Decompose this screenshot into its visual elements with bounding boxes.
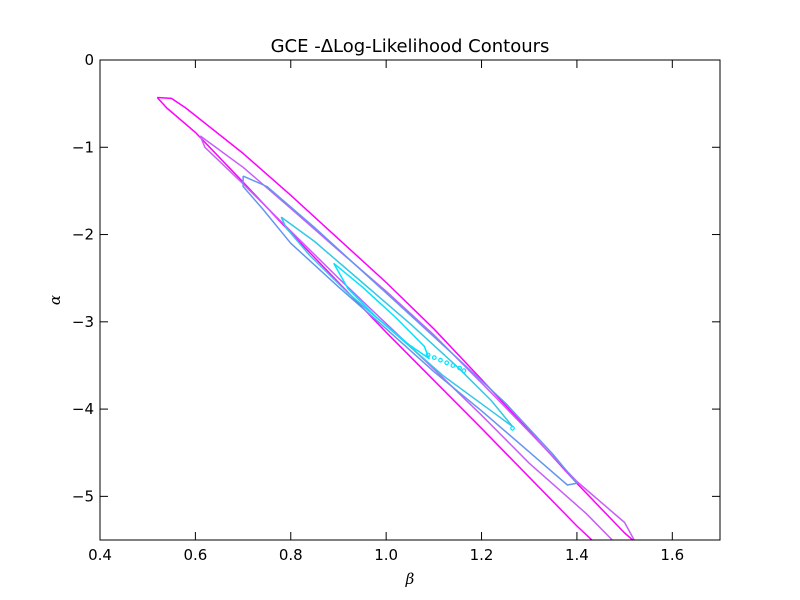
y-tick-label: −1 bbox=[72, 138, 94, 156]
x-tick-label: 0.4 bbox=[88, 546, 112, 564]
contour-island-3 bbox=[438, 357, 443, 363]
x-axis-label: β bbox=[405, 570, 415, 588]
contour-island-1 bbox=[425, 352, 431, 358]
x-tick-label: 1.2 bbox=[470, 546, 494, 564]
contour-island-5 bbox=[450, 363, 456, 368]
x-tick-label: 1.6 bbox=[660, 546, 684, 564]
x-tick-label: 1.0 bbox=[374, 546, 398, 564]
marker-group bbox=[425, 352, 515, 431]
contour-island-8 bbox=[510, 425, 515, 431]
contour-island-2 bbox=[431, 355, 437, 361]
y-axis-label: α bbox=[46, 295, 64, 305]
y-tick-label: 0 bbox=[84, 51, 94, 69]
contour-line-2 bbox=[199, 135, 636, 540]
plot-frame bbox=[99, 59, 721, 541]
contour-island-7 bbox=[461, 368, 467, 374]
y-axis: 0 −1 −2 −3 −4 −5 bbox=[72, 51, 720, 505]
chart-title: GCE -ΔLog-Likelihood Contours bbox=[271, 36, 550, 57]
contour-island-6 bbox=[457, 365, 463, 371]
x-axis: 0.4 0.6 0.8 1.0 1.2 1.4 1.6 bbox=[88, 60, 684, 564]
plot-area bbox=[156, 96, 636, 540]
x-tick-label: 0.6 bbox=[183, 546, 207, 564]
y-tick-label: −2 bbox=[72, 226, 94, 244]
y-tick-label: −3 bbox=[72, 313, 94, 331]
x-tick-label: 0.8 bbox=[279, 546, 303, 564]
y-tick-label: −5 bbox=[72, 487, 94, 505]
contour-line-4 bbox=[280, 216, 514, 428]
contour-line-3 bbox=[242, 175, 578, 486]
contour-line-5 bbox=[333, 262, 430, 360]
contour-island-4 bbox=[444, 360, 450, 366]
x-tick-label: 1.4 bbox=[565, 546, 589, 564]
contour-group bbox=[156, 96, 636, 540]
y-tick-label: −4 bbox=[72, 400, 94, 418]
